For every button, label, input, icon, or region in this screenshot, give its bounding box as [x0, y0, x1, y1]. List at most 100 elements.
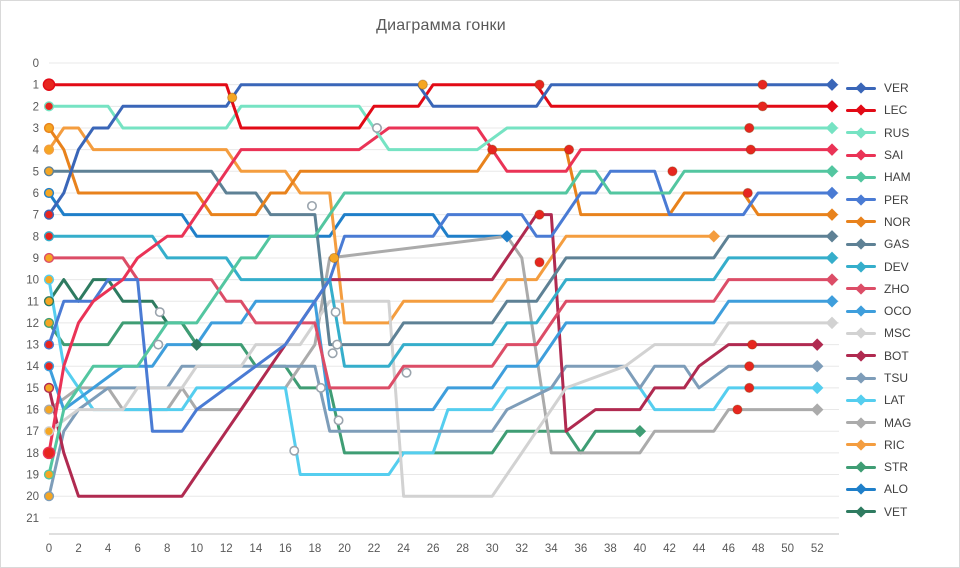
legend-diamond-icon: [855, 193, 867, 206]
legend-item-ALO[interactable]: ALO: [846, 478, 911, 500]
legend-label-BOT: BOT: [884, 348, 909, 363]
pit-marker-BOT: [747, 339, 758, 350]
start-dot-TSU: [43, 491, 55, 502]
driver-line-GAS: [47, 169, 834, 347]
legend-label-STR: STR: [884, 460, 908, 475]
start-dot-PER: [43, 339, 55, 350]
legend-item-BOT[interactable]: BOT: [846, 345, 911, 367]
pit-marker-MAG: [732, 404, 743, 415]
start-dot-DEV: [43, 231, 55, 242]
legend-swatch-STR: [846, 461, 876, 473]
pit-marker-NOR: [742, 187, 753, 199]
legend-item-HAM[interactable]: HAM: [846, 166, 911, 188]
legend-label-TSU: TSU: [884, 371, 908, 385]
legend-item-RUS[interactable]: RUS: [846, 122, 911, 144]
pit-marker-SAI: [487, 144, 498, 155]
x-tick-label: 32: [515, 543, 528, 555]
legend-item-LAT[interactable]: LAT: [846, 389, 911, 411]
pit-marker-VET: [154, 307, 165, 318]
x-tick-label: 14: [249, 543, 262, 555]
pit-marker-LEC: [757, 101, 768, 112]
legend-swatch-VET: [846, 506, 876, 518]
legend-swatch-HAM: [846, 171, 876, 183]
legend-item-SAI[interactable]: SAI: [846, 144, 911, 166]
driver-line-HAM: [47, 169, 834, 476]
x-tick-label: 22: [368, 543, 381, 555]
driver-line-LAT: [47, 278, 819, 476]
legend-item-VER[interactable]: VER: [846, 77, 911, 99]
legend-diamond-icon: [855, 350, 867, 362]
pit-marker-MSC: [401, 367, 412, 378]
legend-item-TSU[interactable]: TSU: [846, 367, 911, 389]
driver-line-SAI: [47, 126, 834, 455]
legend-diamond-icon: [855, 305, 867, 317]
finish-diamond-VET: [190, 338, 203, 351]
legend-label-PER: PER: [884, 192, 909, 207]
y-tick-label: 2: [33, 101, 39, 113]
legend-label-ZHO: ZHO: [884, 281, 910, 296]
finish-diamond-HAM: [825, 165, 839, 178]
pit-marker-LAT: [289, 445, 300, 456]
pit-marker-LEC: [534, 79, 545, 90]
legend-diamond-icon: [855, 216, 867, 228]
legend-diamond-icon: [855, 416, 867, 429]
finish-diamond-GAS: [825, 230, 839, 243]
legend-diamond-icon: [855, 483, 867, 496]
x-tick-label: 20: [338, 543, 351, 555]
finish-diamond-SAI: [825, 143, 839, 156]
pit-marker-RUS: [744, 122, 755, 134]
finish-diamond-OCO: [825, 295, 839, 308]
legend-label-RUS: RUS: [884, 125, 910, 140]
driver-line-ZHO: [47, 256, 834, 390]
x-tick-label: 8: [164, 543, 170, 555]
x-tick-label: 36: [574, 543, 587, 555]
legend-swatch-BOT: [846, 350, 876, 362]
start-dot-HAM: [43, 469, 55, 480]
y-tick-label: 6: [33, 188, 39, 200]
y-tick-label: 20: [26, 491, 39, 503]
legend-diamond-icon: [855, 260, 867, 273]
legend-item-NOR[interactable]: NOR: [846, 211, 911, 233]
legend-label-LAT: LAT: [884, 393, 906, 408]
legend-item-STR[interactable]: STR: [846, 456, 911, 478]
legend-item-VET[interactable]: VET: [846, 501, 911, 523]
x-tick-label: 48: [752, 543, 765, 555]
legend-swatch-ZHO: [846, 283, 876, 295]
driver-line-DEV: [47, 234, 834, 368]
legend-swatch-GAS: [846, 238, 876, 250]
driver-line-NOR: [47, 126, 834, 217]
legend-item-RIC[interactable]: RIC: [846, 434, 911, 456]
legend-item-LEC[interactable]: LEC: [846, 99, 911, 121]
start-dot-SAI: [42, 446, 56, 460]
pit-marker-DEV: [330, 307, 341, 318]
pit-marker-LEC: [227, 92, 238, 103]
pit-marker-SAI: [745, 144, 756, 155]
legend-swatch-VER: [846, 82, 876, 94]
finish-diamond-RIC: [707, 230, 721, 243]
finish-diamond-RUS: [825, 121, 839, 135]
legend-item-GAS[interactable]: GAS: [846, 233, 911, 255]
x-tick-label: 40: [634, 543, 647, 555]
legend-item-MAG[interactable]: MAG: [846, 411, 911, 433]
pit-marker-TSU: [744, 361, 755, 372]
legend-diamond-icon: [855, 283, 867, 295]
legend-label-HAM: HAM: [884, 170, 911, 185]
driver-line-VET: [47, 278, 199, 347]
y-tick-label: 8: [33, 231, 39, 243]
legend-swatch-TSU: [846, 372, 876, 384]
legend-item-DEV[interactable]: DEV: [846, 255, 911, 277]
legend-label-NOR: NOR: [884, 214, 911, 229]
pit-marker-MAG: [534, 257, 545, 268]
x-tick-label: 10: [190, 543, 203, 555]
pit-marker-STR: [333, 415, 344, 426]
legend-diamond-icon: [855, 327, 867, 340]
legend-item-OCO[interactable]: OCO: [846, 300, 911, 322]
finish-diamond-VER: [825, 78, 839, 91]
pit-marker-LAT: [744, 382, 755, 393]
legend-item-ZHO[interactable]: ZHO: [846, 278, 911, 300]
y-tick-label: 12: [26, 318, 39, 330]
legend-item-PER[interactable]: PER: [846, 188, 911, 210]
driver-line-MSC: [47, 299, 834, 498]
legend-item-MSC[interactable]: MSC: [846, 322, 911, 344]
